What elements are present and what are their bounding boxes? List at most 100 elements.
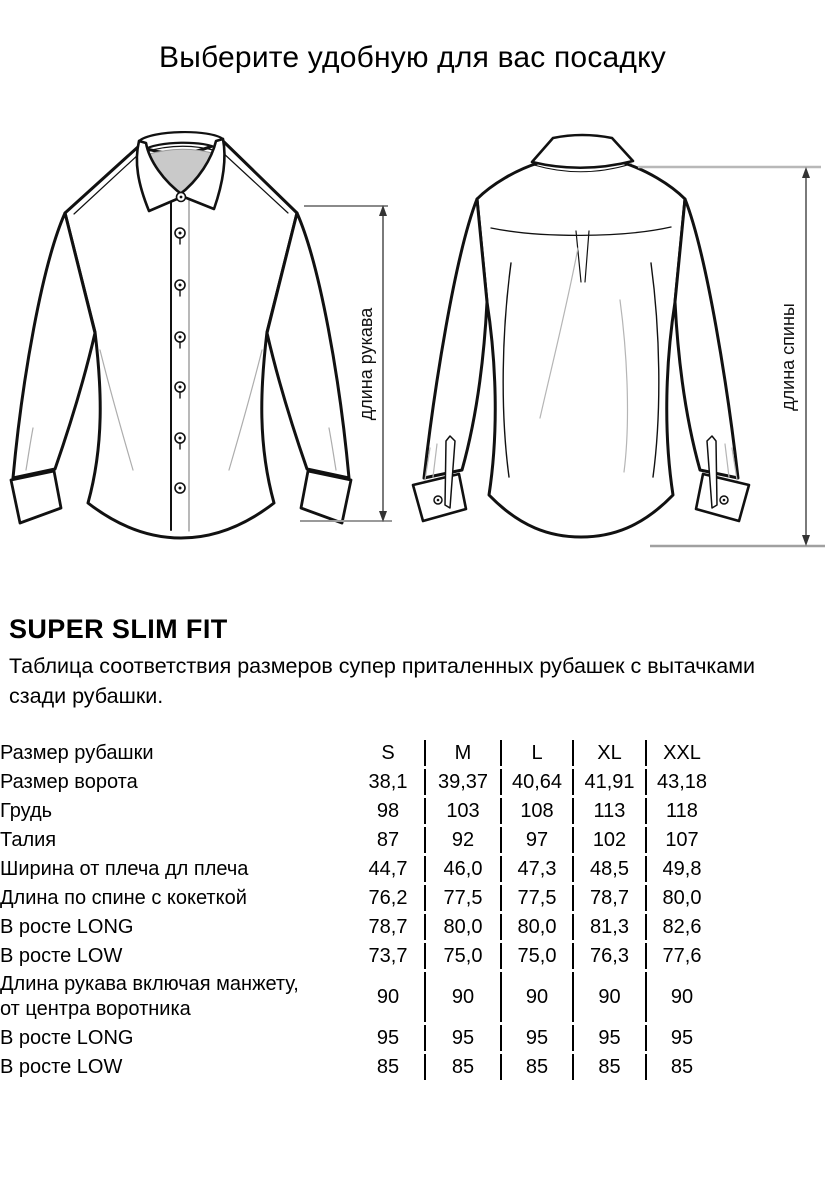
cell: 75,0 (424, 943, 500, 969)
back-neck-seam (533, 163, 632, 173)
table-row: Размер ворота 38,1 39,37 40,64 41,91 43,… (0, 769, 717, 795)
back-collar (530, 133, 635, 170)
cell: 80,0 (645, 885, 717, 911)
cell: 47,3 (500, 856, 572, 882)
front-right-shoulder-seam (221, 151, 289, 214)
cell: 103 (424, 798, 500, 824)
table-row: В росте LOW 85 85 85 85 85 (0, 1054, 717, 1080)
cell: 46,0 (424, 856, 500, 882)
row-label: Талия (0, 828, 57, 851)
cell: 78,7 (368, 915, 408, 938)
shirt-back-drawing (411, 133, 751, 539)
size-col-s: S (381, 741, 395, 764)
back-dim-arrow-down (802, 535, 810, 546)
cell: 98 (376, 799, 400, 822)
shirt-diagrams: длина рукава длина спины (9, 131, 825, 548)
cell: 49,8 (645, 856, 717, 882)
back-pleat-lines (575, 230, 590, 283)
row-label: В росте LOW (0, 944, 123, 967)
table-row: Талия 87 92 97 102 107 (0, 827, 717, 853)
page-title: Выберите удобную для вас посадку (159, 41, 666, 74)
shirt-front-drawing (9, 131, 353, 540)
cell: 102 (572, 827, 645, 853)
size-col-m: M (424, 740, 500, 766)
cell: 92 (424, 827, 500, 853)
table-row: Длина рукава включая манжету, от центра … (0, 972, 717, 1022)
back-cuff-plackets (433, 435, 729, 509)
cell: 48,5 (572, 856, 645, 882)
cell: 81,3 (572, 914, 645, 940)
back-fold-lines (424, 247, 738, 481)
cell: 95 (500, 1025, 572, 1051)
row-label: В росте LONG (0, 915, 134, 938)
front-left-shoulder-seam (73, 152, 141, 215)
cell: 77,6 (645, 943, 717, 969)
cell: 113 (572, 798, 645, 824)
cell: 90 (500, 972, 572, 1022)
row-label: В росте LONG (0, 1026, 134, 1049)
cell: 85 (424, 1054, 500, 1080)
row-label: Ширина от плеча дл плеча (0, 857, 249, 880)
back-dart-lines (502, 262, 660, 478)
sleeve-dim-arrow-up (379, 205, 387, 216)
back-length-label: длина спины (778, 303, 798, 411)
front-right-sleeve (265, 211, 351, 480)
cell: 77,5 (500, 885, 572, 911)
size-table: Размер рубашки S M L XL XXL Размер ворот… (0, 737, 717, 1083)
cell: 95 (424, 1025, 500, 1051)
cell: 44,7 (368, 857, 408, 880)
front-right-cuff (299, 469, 353, 525)
cell: 90 (376, 985, 400, 1008)
cell: 90 (572, 972, 645, 1022)
cell: 85 (645, 1054, 717, 1080)
cell: 108 (500, 798, 572, 824)
cell: 90 (645, 972, 717, 1022)
cell: 76,3 (572, 943, 645, 969)
front-buttons (174, 191, 187, 494)
front-left-cuff (9, 469, 63, 525)
table-row: Ширина от плеча дл плеча 44,7 46,0 47,3 … (0, 856, 717, 882)
fit-description: Таблица соответствия размеров супер прит… (9, 654, 756, 708)
front-collar-inner-band (144, 145, 218, 153)
cell: 85 (500, 1054, 572, 1080)
cell: 95 (645, 1025, 717, 1051)
table-row: В росте LONG 78,7 80,0 80,0 81,3 82,6 (0, 914, 717, 940)
cell: 73,7 (368, 944, 408, 967)
back-length-dimension: длина спины (638, 165, 825, 548)
row-label: Размер ворота (0, 770, 138, 793)
row-label: В росте LOW (0, 1055, 123, 1078)
size-col-xxl: XXL (645, 740, 717, 766)
table-header-label: Размер рубашки (0, 741, 154, 764)
back-right-sleeve (673, 197, 740, 480)
table-row: В росте LONG 95 95 95 95 95 (0, 1025, 717, 1051)
cell: 82,6 (645, 914, 717, 940)
back-yoke-seam (490, 226, 672, 237)
front-left-sleeve (11, 211, 97, 480)
fit-heading: SUPER SLIM FIT (9, 614, 228, 644)
cell: 76,2 (368, 886, 408, 909)
cell: 80,0 (500, 914, 572, 940)
cell: 39,37 (424, 769, 500, 795)
table-row: В росте LOW 73,7 75,0 75,0 76,3 77,6 (0, 943, 717, 969)
row-label: Длина по спине с кокеткой (0, 886, 247, 909)
cell: 40,64 (500, 769, 572, 795)
cell: 95 (572, 1025, 645, 1051)
cell: 43,18 (645, 769, 717, 795)
cell: 75,0 (500, 943, 572, 969)
cell: 77,5 (424, 885, 500, 911)
table-header-row: Размер рубашки S M L XL XXL (0, 740, 717, 766)
cell: 87 (376, 828, 400, 851)
back-torso (475, 155, 687, 539)
cell: 85 (572, 1054, 645, 1080)
table-row: Длина по спине с кокеткой 76,2 77,5 77,5… (0, 885, 717, 911)
cell: 97 (500, 827, 572, 853)
cell: 118 (645, 798, 717, 824)
cell: 78,7 (572, 885, 645, 911)
sleeve-length-dimension: длина рукава (300, 205, 392, 522)
row-label: Длина рукава включая манжету, от центра … (0, 973, 299, 1020)
cell: 38,1 (368, 770, 408, 793)
size-col-xl: XL (572, 740, 645, 766)
back-dim-arrow-up (802, 167, 810, 178)
cell: 85 (376, 1055, 400, 1078)
sleeve-length-label: длина рукава (356, 307, 376, 420)
